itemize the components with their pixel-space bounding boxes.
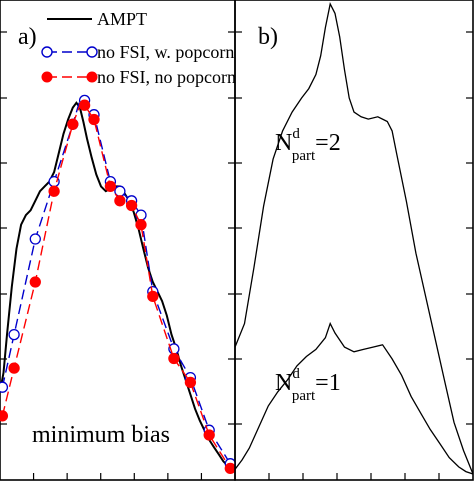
legend-ampt-label: AMPT [97, 9, 147, 29]
npart-2-superscript: d [292, 126, 300, 142]
panel-b-frame [234, 0, 474, 481]
panel-a-series-2-point-13 [184, 376, 197, 389]
panel-a: a) minimum bias AMPT no FSI, w. popcorn … [0, 0, 236, 481]
panel-b-series-1-line [234, 321, 474, 475]
panel-a-series-2-point-10 [135, 219, 147, 231]
legend: AMPT no FSI, w. popcorn no FSI, no popco… [41, 9, 236, 87]
panel-a-series-2-point-3 [48, 185, 60, 197]
legend-nopopcorn-label: no FSI, no popcorn [97, 67, 236, 87]
npart-1-superscript: d [292, 366, 300, 382]
panel-b-series-0-line [234, 2, 474, 475]
panel-a-series-2-point-5 [78, 99, 91, 111]
legend-nopopcorn-marker-right [86, 71, 98, 83]
legend-popcorn-marker-left [41, 46, 53, 58]
npart-1-symbol: N [275, 370, 292, 396]
panel-a-series-1-point-2 [29, 233, 41, 245]
panel-a-series-2-point-6 [88, 113, 100, 126]
legend-nopopcorn-marker-left [41, 71, 53, 83]
npart-2-value: =2 [315, 130, 341, 156]
panel-b-label: b) [258, 24, 278, 50]
panel-b: b) Nd part=2 Nd part=1 [234, 0, 474, 481]
npart-2-symbol: N [275, 130, 292, 156]
panel-a-series-1-point-0 [0, 381, 9, 393]
panel-a-series-2-point-4 [67, 118, 79, 130]
panel-a-series-2-point-11 [147, 290, 159, 303]
npart-1-value: =1 [315, 370, 341, 396]
panel-a-series-2-point-7 [104, 180, 117, 193]
npart-1-subscript: part [292, 388, 316, 404]
npart-2-subscript: part [292, 148, 316, 164]
npart-1-label: Nd part=1 [275, 366, 341, 404]
legend-popcorn-label: no FSI, w. popcorn [97, 42, 234, 62]
legend-popcorn-marker-right [86, 46, 98, 58]
panel-a-series-2-point-2 [29, 276, 41, 288]
panel-a-series-2-point-0 [0, 410, 9, 422]
panel-a-series-2-point-1 [8, 362, 20, 374]
panel-a-series-1-point-1 [8, 328, 20, 341]
panel-a-series-2-point-14 [203, 429, 215, 441]
panel-a-label: a) [18, 24, 37, 50]
panel-a-series-2-point-8 [114, 195, 126, 207]
panel-a-series-2-point-12 [168, 352, 180, 365]
minimum-bias-annotation: minimum bias [32, 422, 170, 448]
panel-a-series-2-point-15 [224, 462, 236, 475]
panel-a-series-2-point-9 [125, 199, 138, 212]
npart-2-label: Nd part=2 [275, 126, 341, 164]
